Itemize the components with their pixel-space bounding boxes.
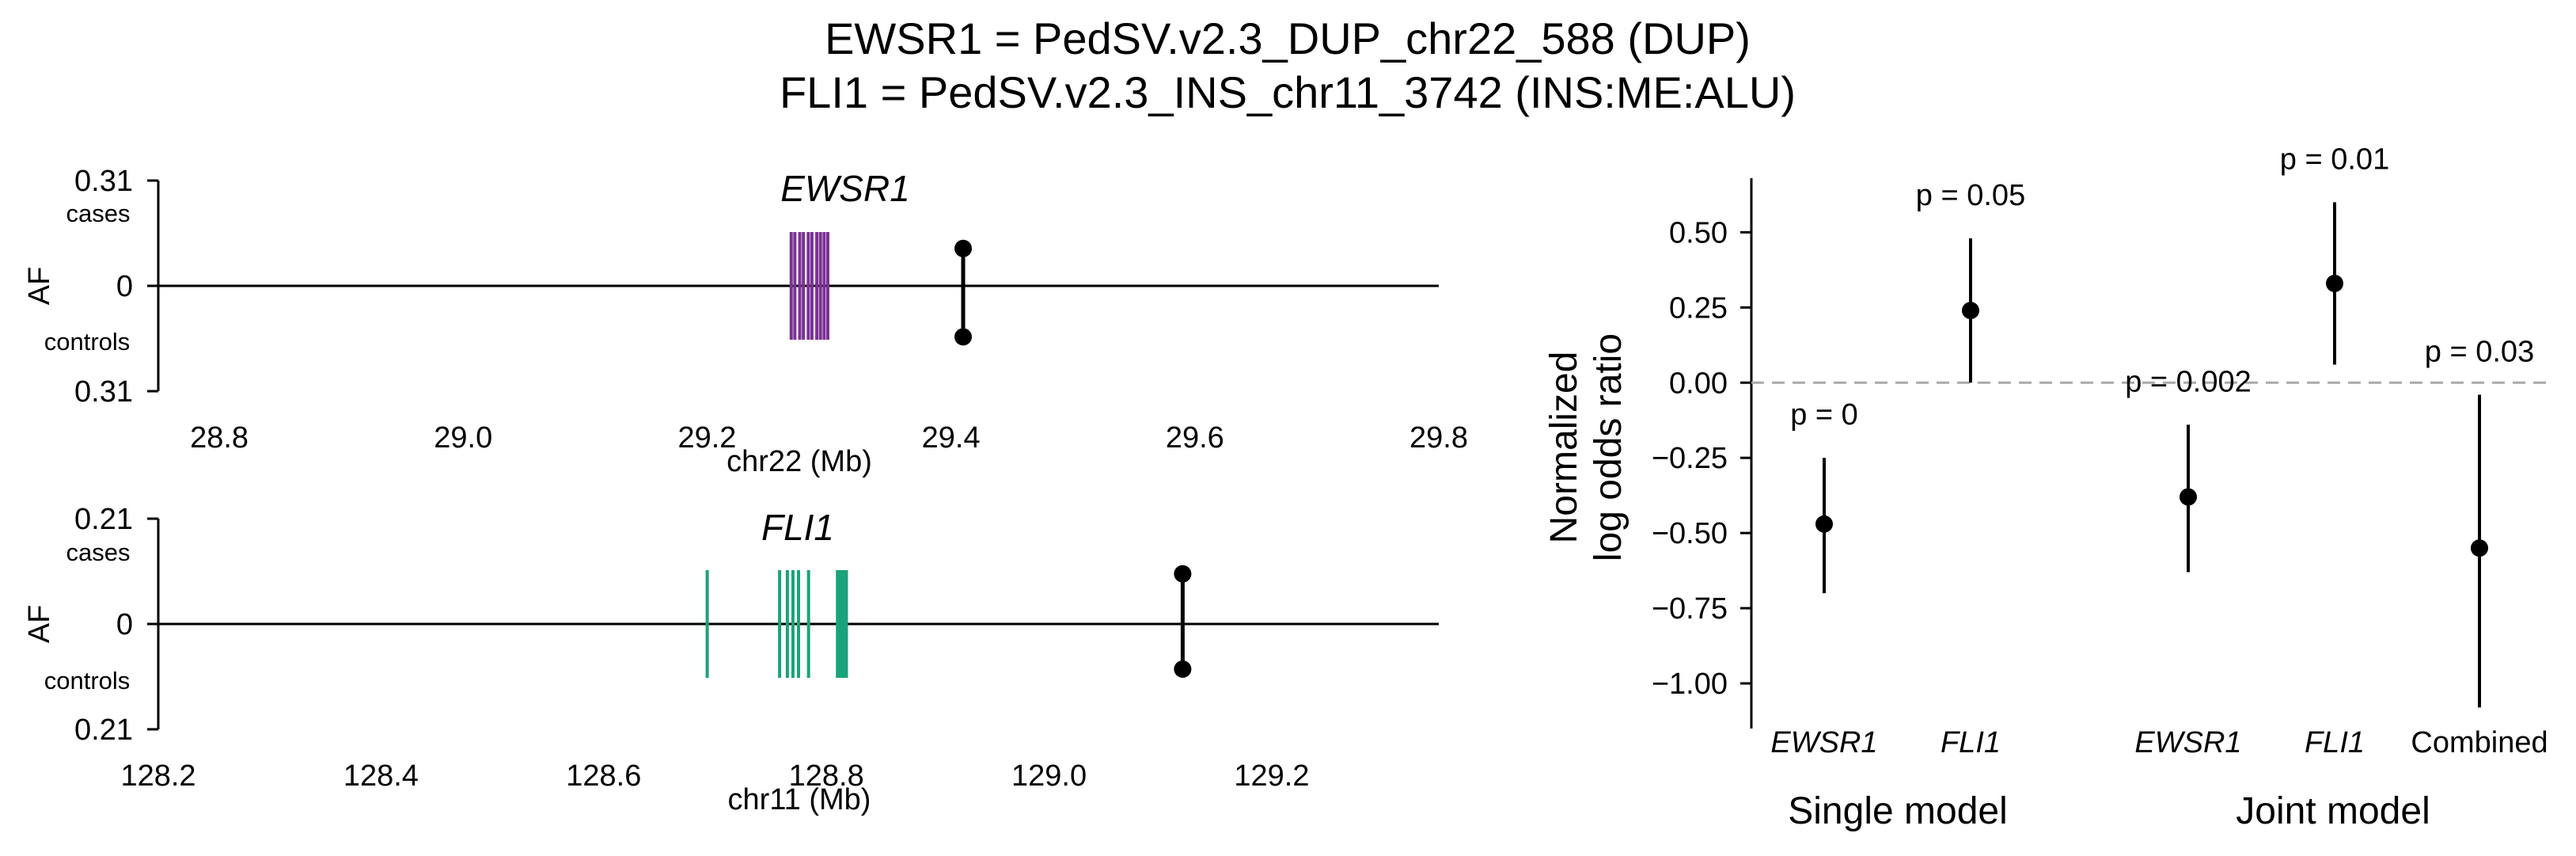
fli1-xtick-2: 128.6 xyxy=(566,759,641,793)
fli1-cases-label: cases xyxy=(66,538,131,566)
fli1-y-axis-label: AF xyxy=(23,605,56,644)
fli1-xtick-5: 129.2 xyxy=(1234,759,1309,793)
fli1-xtick-4: 129.0 xyxy=(1011,759,1087,793)
ewsr1-xtick-1: 29.0 xyxy=(434,421,492,455)
lor-pvalue-2: p = 0.002 xyxy=(2125,365,2252,398)
lor-group-single-model: Single model xyxy=(1788,790,2008,832)
lor-y-ticks: 0.50 0.25 0.00 −0.25 −0.50 −0.75 −1.00 xyxy=(1652,216,1751,701)
fli1-exon-marks xyxy=(705,570,848,678)
ewsr1-y-axis-label: AF xyxy=(23,267,56,306)
ewsr1-xtick-5: 29.8 xyxy=(1409,421,1468,455)
ewsr1-xtick-4: 29.6 xyxy=(1166,421,1224,455)
ewsr1-ytick-top: 0.31 xyxy=(74,165,133,198)
fli1-xtick-0: 128.2 xyxy=(120,759,195,793)
lor-pvalue-4: p = 0.03 xyxy=(2425,335,2534,368)
lor-point-3 xyxy=(2326,274,2343,292)
fli1-x-axis-label: chr11 (Mb) xyxy=(728,783,871,816)
ewsr1-xtick-2: 29.2 xyxy=(677,421,736,455)
lor-ytick-5: −0.75 xyxy=(1652,592,1728,626)
fli1-xtick-1: 128.4 xyxy=(343,759,419,793)
ewsr1-ytick-mid: 0 xyxy=(116,270,133,303)
lor-point-0 xyxy=(1815,515,1833,533)
lor-group-joint-model: Joint model xyxy=(2236,790,2430,832)
figure-title-line-1: EWSR1 = PedSV.v2.3_DUP_chr22_588 (DUP) xyxy=(825,13,1751,63)
lor-category-1: FLI1 xyxy=(1941,726,2001,759)
fli1-ytick-bottom: 0.21 xyxy=(74,713,133,747)
lor-point-1 xyxy=(1962,302,1979,320)
lor-category-3: FLI1 xyxy=(2305,726,2365,759)
lor-ytick-0: 0.50 xyxy=(1669,216,1728,249)
log-odds-ratio-panel: 0.50 0.25 0.00 −0.25 −0.50 −0.75 −1.00 Normali… xyxy=(1543,143,2552,832)
fli1-locus-panel: 0.21 0 0.21 cases controls AF FLI1 128.2… xyxy=(23,503,1439,816)
lor-ytick-6: −1.00 xyxy=(1652,668,1728,701)
lor-y-axis-label-line-2: log odds ratio xyxy=(1588,333,1629,561)
ewsr1-gene-label: EWSR1 xyxy=(780,168,910,209)
lor-category-4: Combined xyxy=(2411,726,2548,759)
ewsr1-xtick-0: 28.8 xyxy=(190,421,248,455)
ewsr1-exon-marks xyxy=(789,232,829,340)
lor-point-4 xyxy=(2471,539,2488,557)
ewsr1-sv-cases-point xyxy=(954,239,973,257)
figure-title-line-2: FLI1 = PedSV.v2.3_INS_chr11_3742 (INS:ME… xyxy=(780,67,1796,117)
lor-y-axis-label-line-1: Normalized xyxy=(1543,352,1585,544)
fli1-sv-cases-point xyxy=(1174,565,1192,583)
ewsr1-ytick-bottom: 0.31 xyxy=(74,375,133,409)
fli1-sv-controls-point xyxy=(1174,660,1192,678)
lor-category-2: EWSR1 xyxy=(2134,726,2241,759)
ewsr1-x-axis-label: chr22 (Mb) xyxy=(727,445,872,478)
fli1-ytick-top: 0.21 xyxy=(74,503,133,536)
lor-category-labels: EWSR1 FLI1 EWSR1 FLI1 Combined xyxy=(1770,726,2548,759)
lor-ytick-4: −0.50 xyxy=(1652,517,1728,550)
lor-ytick-2: 0.00 xyxy=(1669,367,1728,400)
ewsr1-x-ticks: 28.8 29.0 29.2 29.4 29.6 29.8 xyxy=(190,421,1468,455)
lor-category-0: EWSR1 xyxy=(1770,726,1877,759)
lor-ytick-1: 0.25 xyxy=(1669,291,1728,325)
ewsr1-cases-label: cases xyxy=(66,200,131,227)
lor-points: p = 0 p = 0.05 p = 0.002 p = 0.01 p = 0.03 xyxy=(1790,143,2534,708)
lor-pvalue-1: p = 0.05 xyxy=(1916,179,2025,212)
lor-ytick-3: −0.25 xyxy=(1652,442,1728,475)
ewsr1-sv-controls-point xyxy=(954,328,973,346)
ewsr1-controls-label: controls xyxy=(44,328,131,356)
fli1-ytick-mid: 0 xyxy=(116,608,133,641)
fli1-x-ticks: 128.2 128.4 128.6 128.8 129.0 129.2 xyxy=(120,759,1309,793)
lor-pvalue-0: p = 0 xyxy=(1790,398,1858,432)
ewsr1-xtick-3: 29.4 xyxy=(922,421,981,455)
fli1-gene-label: FLI1 xyxy=(761,507,834,548)
ewsr1-locus-panel: 0.31 0 0.31 cases controls AF EWSR1 28.8… xyxy=(23,165,1468,478)
fli1-xtick-3: 128.8 xyxy=(789,759,864,793)
lor-pvalue-3: p = 0.01 xyxy=(2280,143,2389,176)
lor-point-2 xyxy=(2180,488,2197,506)
fli1-controls-label: controls xyxy=(44,667,131,694)
